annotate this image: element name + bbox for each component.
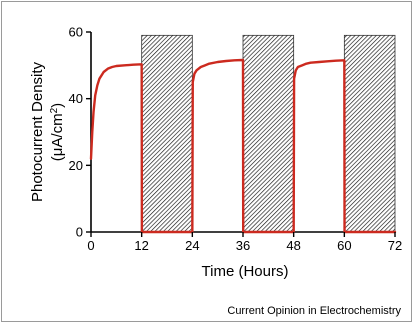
dark-period-1: [141, 34, 193, 233]
x-tick-label-24: 24: [185, 238, 199, 253]
photocurrent-chart: 0 12 24 36 48 60 72 0 20 40 60 Time (Hours) Photoc…: [29, 25, 402, 318]
y-axis-title: Photocurrent Density (μA/cm2): [29, 61, 66, 202]
y-tick-label-20: 20: [69, 158, 83, 173]
x-tick-label-36: 36: [236, 238, 250, 253]
y-axis-unit-prefix: (μA/cm: [49, 113, 66, 161]
x-tick-label-48: 48: [286, 238, 300, 253]
x-tick-label-60: 60: [337, 238, 351, 253]
y-tick-label-60: 60: [69, 25, 83, 40]
y-tick-label-40: 40: [69, 91, 83, 106]
y-axis-unit-suffix: ): [49, 103, 66, 108]
x-tick-label-72: 72: [388, 238, 402, 253]
x-tick-label-12: 12: [134, 238, 148, 253]
y-tick-label-0: 0: [76, 225, 83, 240]
x-tick-label-0: 0: [87, 238, 94, 253]
series-line-1: [89, 58, 397, 234]
credit-text: Current Opinion in Electrochemistry: [227, 305, 401, 317]
dark-period-2: [242, 34, 295, 233]
y-axis-title-line1: Photocurrent Density: [29, 61, 46, 202]
figure-frame: 0 12 24 36 48 60 72 0 20 40 60 Time (Hours) Photoc…: [1, 1, 412, 322]
x-axis-title: Time (Hours): [202, 263, 289, 280]
dark-period-3: [343, 34, 396, 233]
y-axis-unit-superscript: 2: [49, 107, 60, 113]
y-axis-title-line2: (μA/cm2): [49, 103, 67, 161]
